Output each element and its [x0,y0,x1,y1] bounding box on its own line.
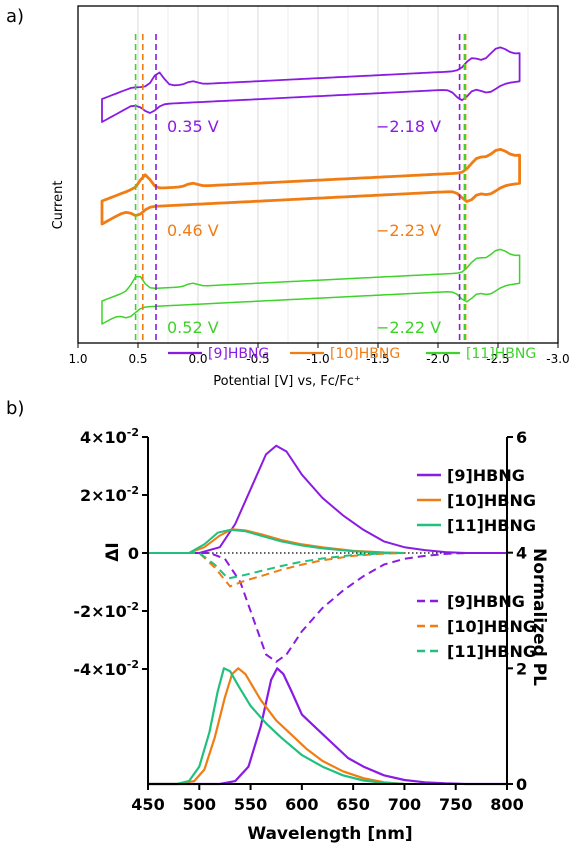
panel-a-x-tick-label: -1.5 [366,352,389,366]
panel-a-x-tick-label: 0.5 [128,352,147,366]
tick-mantissa: 0 [128,544,139,563]
panel-b-x-tick-label: 700 [388,795,421,814]
panel-b-legend-label: [10]HBNG [447,491,536,510]
panel-a-reduction-label: −2.23 V [376,221,441,240]
tick-mantissa: -2×10 [73,602,126,621]
panel-b-pl-curve-1 [148,667,405,786]
panel-b-delta-solid-curve-0 [148,444,507,554]
panel-a-legend-label: [10]HBNG [330,346,400,362]
tick-mantissa: 2×10 [80,486,127,505]
panel-b-delta-dashed-curve-1 [148,552,405,588]
panel-b-legend-label: [9]HBNG [447,466,525,485]
panel-b-x-axis-label: Wavelength [nm] [247,824,412,844]
panel-b-right-tick-label: 6 [516,428,527,447]
panel-b-axes: 450 500 550 600 650 700 750 8004×10-22×10-20-2×… [73,426,527,814]
panel-b-right-tick-label: 0 [516,775,527,794]
panel-a-legend-label: [9]HBNG [208,346,269,362]
panel-a-curves [100,46,521,325]
panel-b-x-tick-label: 800 [490,795,523,814]
panel-b-left-axis-label: ΔI [103,542,123,561]
panel-b-pl-curve-2 [148,667,405,786]
panel-b-right-tick-label: 2 [516,659,527,678]
panel-a-legend: [9]HBNG [10]HBNG [11]HBNG [168,346,536,362]
panel-a-x-axis-label: Potential [V] vs, Fc/Fc⁺ [213,374,360,389]
panel-b-pl-curve-0 [148,667,507,786]
tick-mantissa: -4×10 [73,660,126,679]
tick-exponent: -2 [127,484,139,497]
panel-b-x-tick-label: 450 [131,795,164,814]
panel-a-oxidation-label: 0.52 V [167,318,219,337]
tick-exponent: -2 [127,600,139,613]
panel-a-cv-curve-0 [101,46,521,123]
panel-b-legend: [9]HBNG [10]HBNG [11]HBNG [9]HBNG [10]HBNG [1… [417,466,536,661]
panel-b-label: b) [6,398,24,419]
panel-b-right-tick-label: 4 [516,544,527,563]
panel-b-delta-solid-curve-1 [148,528,405,554]
panel-a-cyclic-voltammetry: a) 1.0 0.5 0.0 -0.5 -1.0 -1.5 -2.0 -2.5 -3.0 0.3… [6,5,570,389]
panel-a-reduction-label: −2.18 V [376,117,441,136]
tick-mantissa: 4×10 [80,428,127,447]
panel-b-left-tick-label: -2×10-2 [73,600,139,621]
panel-a-x-tick-label: 1.0 [68,352,87,366]
panel-b-left-tick-label: 2×10-2 [80,484,139,505]
panel-a-x-tick-label: -1.0 [306,352,329,366]
panel-a-x-tick-label: -2.5 [486,352,509,366]
panel-b-x-tick-label: 550 [234,795,267,814]
panel-a-vertical-markers [134,34,467,341]
panel-a-x-tick-label: -2.0 [426,352,449,366]
panel-a-oxidation-label: 0.46 V [167,221,219,240]
panel-b-left-tick-label: -4×10-2 [73,658,139,679]
panel-b-spectra: b) 450 500 550 600 650 700 750 8004×10-22×10-20… [6,398,549,844]
panel-b-left-tick-label: 4×10-2 [80,426,139,447]
panel-b-left-tick-label: 0 [128,544,139,563]
panel-a-grid [137,6,529,343]
panel-b-x-tick-label: 750 [439,795,472,814]
panel-b-legend-label: [10]HBNG [447,617,536,636]
panel-a-x-tick-label: -3.0 [546,352,569,366]
panel-b-x-tick-label: 650 [336,795,369,814]
panel-b-curves [148,444,507,786]
panel-a-oxidation-label: 0.35 V [167,117,219,136]
panel-b-delta-solid-curve-2 [148,528,405,554]
tick-exponent: -2 [127,426,139,439]
panel-a-label: a) [6,6,24,27]
panel-a-potential-labels: 0.35 V −2.18 V 0.46 V −2.23 V 0.52 V −2.22 V [167,117,441,337]
panel-a-cv-curve-2 [101,248,521,325]
panel-b-right-axis-label: Normalized PL [529,548,549,686]
panel-b-legend-label: [9]HBNG [447,592,525,611]
panel-a-y-axis-label: Current [51,181,66,230]
panel-b-x-tick-label: 500 [183,795,216,814]
panel-a-cv-curve-1 [100,147,521,226]
panel-a-x-tick-label: 0.0 [188,352,207,366]
panel-a-legend-label: [11]HBNG [466,346,536,362]
panel-a-reduction-label: −2.22 V [376,318,441,337]
panel-a-x-tick-label: -0.5 [246,352,269,366]
tick-exponent: -2 [127,658,139,671]
panel-b-legend-label: [11]HBNG [447,642,536,661]
panel-b-legend-label: [11]HBNG [447,516,536,535]
panel-b-delta-dashed-curve-2 [148,552,405,580]
panel-a-x-ticks: 1.0 0.5 0.0 -0.5 -1.0 -1.5 -2.0 -2.5 -3.0 [68,343,570,366]
panel-b-x-tick-label: 600 [285,795,318,814]
